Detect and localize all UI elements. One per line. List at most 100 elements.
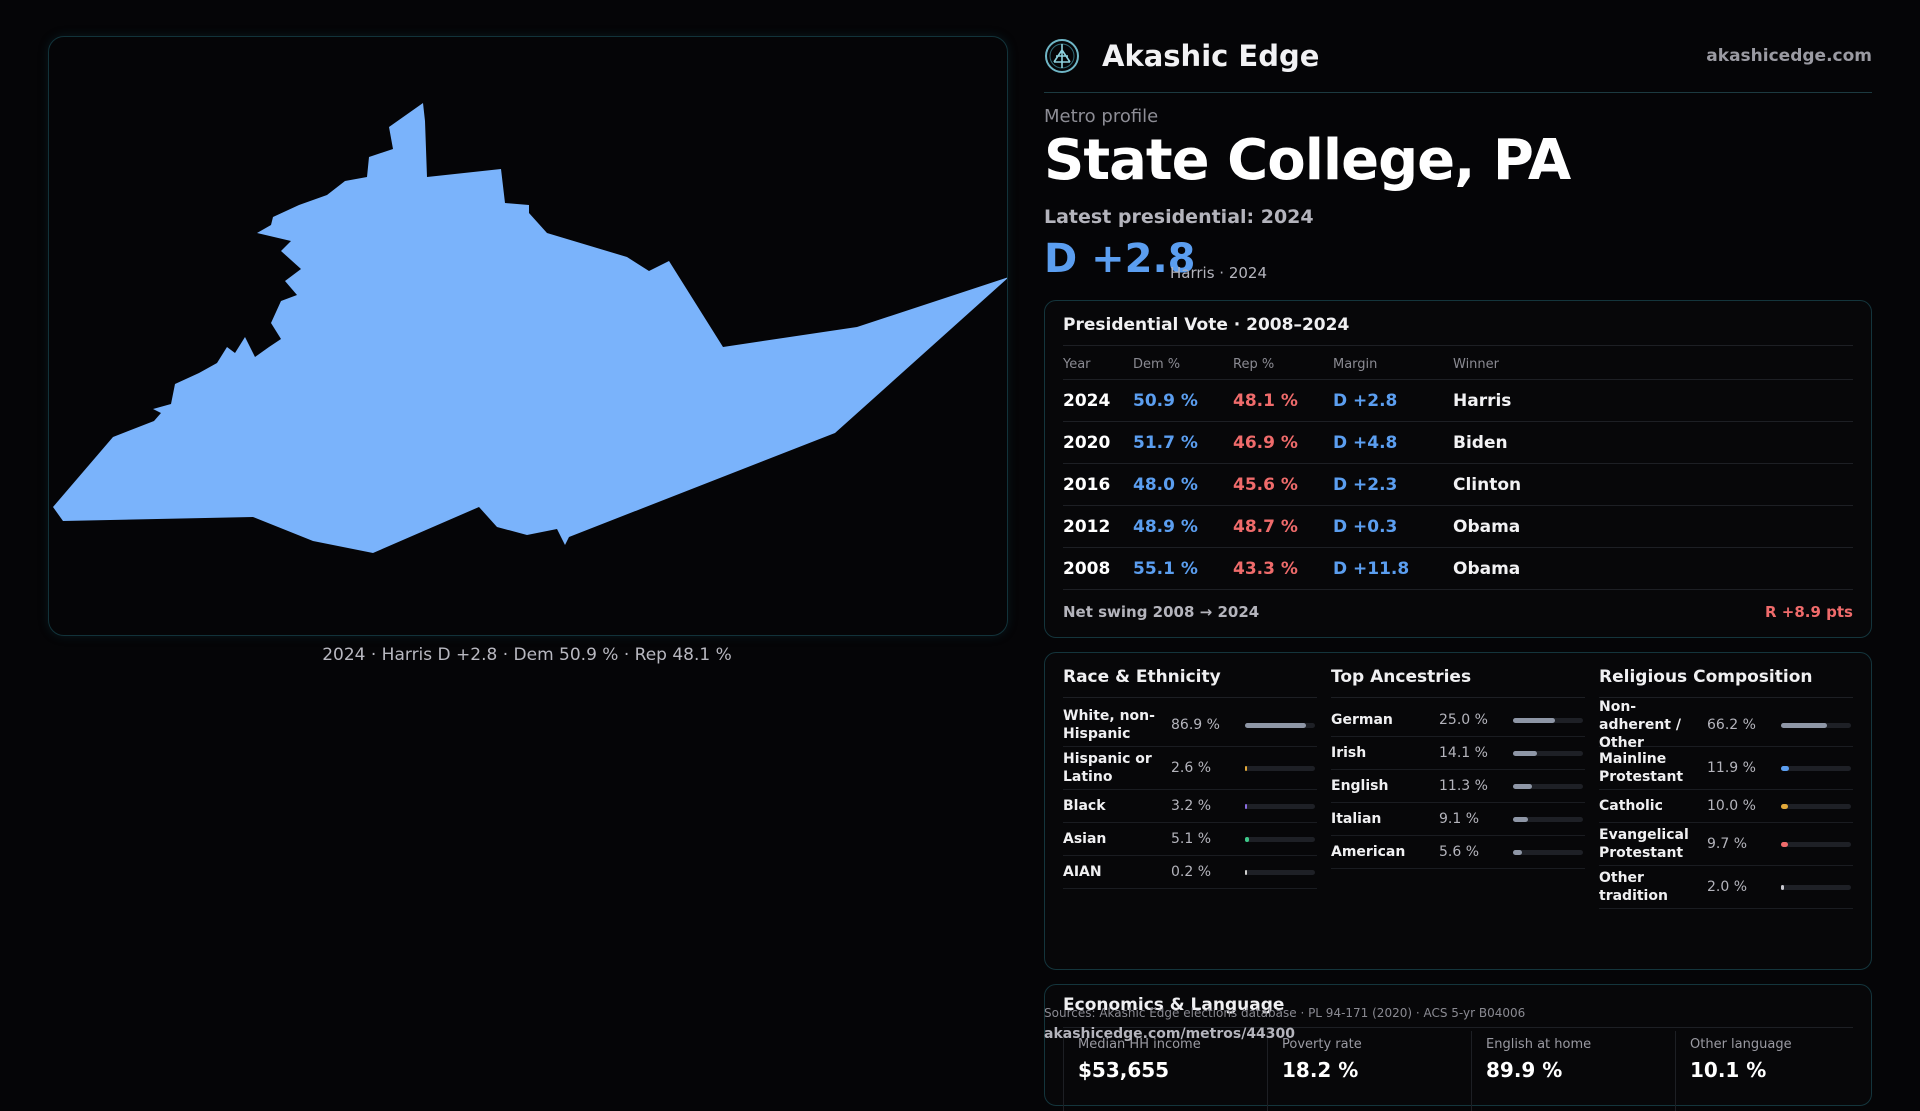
latest-margin: D +2.8	[1044, 236, 1196, 282]
religion-row: Catholic 10.0 %	[1599, 790, 1853, 823]
column-divider	[1331, 697, 1585, 698]
ancestry-value: 5.6 %	[1439, 844, 1480, 860]
net-swing-value: R +8.9 pts	[1765, 603, 1853, 621]
column-header-year: Year	[1063, 349, 1133, 380]
ancestry-bar	[1513, 816, 1583, 822]
religion-label: Non-adherent / Other	[1599, 699, 1681, 751]
religion-value: 10.0 %	[1707, 798, 1756, 814]
ancestry-bar	[1513, 717, 1583, 723]
card-divider	[1063, 345, 1853, 346]
religion-row: Mainline Protestant 11.9 %	[1599, 747, 1853, 790]
ancestry-bar-fill	[1513, 783, 1532, 789]
column-divider	[1599, 697, 1853, 698]
ancestry-bar	[1513, 783, 1583, 789]
ancestry-label: English	[1331, 778, 1389, 794]
table-row: 2016 48.0 % 45.6 % D +2.3 Clinton	[1063, 463, 1853, 506]
ancestry-row: American 5.6 %	[1331, 836, 1585, 869]
cell-year: 2012	[1063, 505, 1133, 548]
cell-dem: 48.9 %	[1133, 505, 1233, 548]
race-label: Black	[1063, 798, 1106, 814]
religion-row: Evangelical Protestant 9.7 %	[1599, 823, 1853, 866]
race-label: Hispanic or Latino	[1063, 751, 1152, 785]
cell-rep: 48.1 %	[1233, 379, 1333, 422]
metro-shape[interactable]	[53, 103, 1007, 553]
map-caption: 2024 · Harris D +2.8 · Dem 50.9 % · Rep …	[322, 645, 732, 665]
cell-margin: D +4.8	[1333, 421, 1453, 464]
cell-margin: D +0.3	[1333, 505, 1453, 548]
cell-margin: D +2.8	[1333, 379, 1453, 422]
race-label: White, non-Hispanic	[1063, 708, 1155, 742]
race-bar-fill	[1245, 722, 1306, 728]
cell-winner: Obama	[1453, 505, 1853, 548]
stat-poverty-rate: Poverty rate 18.2 %	[1267, 1031, 1472, 1111]
sources-note: Sources: Akashic Edge elections database…	[1044, 1006, 1526, 1020]
cell-margin: D +11.8	[1333, 547, 1453, 590]
brand-url-link[interactable]: akashicedge.com	[1706, 46, 1872, 66]
economics-language-card: Economics & Language Median HH income $5…	[1044, 984, 1872, 1111]
race-value: 2.6 %	[1171, 760, 1212, 776]
stat-other-language: Other language 10.1 %	[1675, 1031, 1880, 1111]
cell-year: 2020	[1063, 421, 1133, 464]
table-row: 2024 50.9 % 48.1 % D +2.8 Harris	[1063, 379, 1853, 422]
ancestry-value: 25.0 %	[1439, 712, 1488, 728]
brand[interactable]: Akashic Edge	[1044, 38, 1319, 74]
ancestry-label: Irish	[1331, 745, 1367, 761]
religion-bar-fill	[1781, 765, 1789, 771]
latest-winner-year: Harris · 2024	[1170, 264, 1268, 282]
ancestry-row: Italian 9.1 %	[1331, 803, 1585, 836]
race-label: Asian	[1063, 831, 1107, 847]
demographics-card: Race & Ethnicity White, non-Hispanic 86.9…	[1044, 652, 1872, 970]
race-ethnicity-title: Race & Ethnicity	[1063, 667, 1221, 687]
ancestry-bar-fill	[1513, 816, 1528, 822]
race-value: 0.2 %	[1171, 864, 1212, 880]
religion-row: Non-adherent / Other 66.2 %	[1599, 699, 1853, 751]
header-divider	[1044, 92, 1872, 93]
religion-label: Evangelical Protestant	[1599, 827, 1689, 861]
cell-winner: Harris	[1453, 379, 1853, 422]
source-url-link[interactable]: akashicedge.com/metros/44300	[1044, 1026, 1296, 1042]
stat-label: Median HH income	[1078, 1037, 1201, 1052]
page-title: State College, PA	[1044, 128, 1571, 193]
religion-bar-fill	[1781, 884, 1784, 890]
metro-map	[53, 103, 1007, 553]
ancestry-label: Italian	[1331, 811, 1382, 827]
religion-value: 11.9 %	[1707, 760, 1756, 776]
column-header-dem: Dem %	[1133, 349, 1233, 380]
ancestry-label: American	[1331, 844, 1406, 860]
ancestry-value: 11.3 %	[1439, 778, 1488, 794]
race-value: 86.9 %	[1171, 717, 1220, 733]
cell-dem: 51.7 %	[1133, 421, 1233, 464]
race-bar-fill	[1245, 869, 1247, 875]
ancestry-value: 9.1 %	[1439, 811, 1480, 827]
religion-label: Mainline Protestant	[1599, 751, 1684, 785]
religion-bar	[1781, 722, 1851, 728]
cell-dem: 55.1 %	[1133, 547, 1233, 590]
race-row: Asian 5.1 %	[1063, 823, 1317, 856]
top-ancestries-column: Top Ancestries German 25.0 % Irish 14.1 % En…	[1331, 667, 1585, 869]
cell-rep: 46.9 %	[1233, 421, 1333, 464]
stat-label: Poverty rate	[1282, 1037, 1362, 1052]
cell-rep: 48.7 %	[1233, 505, 1333, 548]
religion-label: Other tradition	[1599, 870, 1668, 904]
cell-winner: Biden	[1453, 421, 1853, 464]
latest-presidential-label: Latest presidential: 2024	[1044, 206, 1314, 228]
page-kicker: Metro profile	[1044, 106, 1159, 127]
race-bar-fill	[1245, 765, 1247, 771]
ancestry-bar	[1513, 849, 1583, 855]
race-bar-fill	[1245, 803, 1247, 809]
religion-bar	[1781, 803, 1851, 809]
race-row: AIAN 0.2 %	[1063, 856, 1317, 889]
cell-rep: 43.3 %	[1233, 547, 1333, 590]
race-bar-fill	[1245, 836, 1249, 842]
cell-winner: Obama	[1453, 547, 1853, 590]
religion-bar	[1781, 765, 1851, 771]
cell-winner: Clinton	[1453, 463, 1853, 506]
religion-value: 2.0 %	[1707, 879, 1748, 895]
stat-value: 10.1 %	[1690, 1058, 1767, 1082]
religion-bar-fill	[1781, 803, 1788, 809]
ancestry-bar	[1513, 750, 1583, 756]
table-row: 2008 55.1 % 43.3 % D +11.8 Obama	[1063, 547, 1853, 590]
table-row: 2020 51.7 % 46.9 % D +4.8 Biden	[1063, 421, 1853, 464]
brand-name: Akashic Edge	[1102, 39, 1320, 73]
religion-row: Other tradition 2.0 %	[1599, 866, 1853, 909]
